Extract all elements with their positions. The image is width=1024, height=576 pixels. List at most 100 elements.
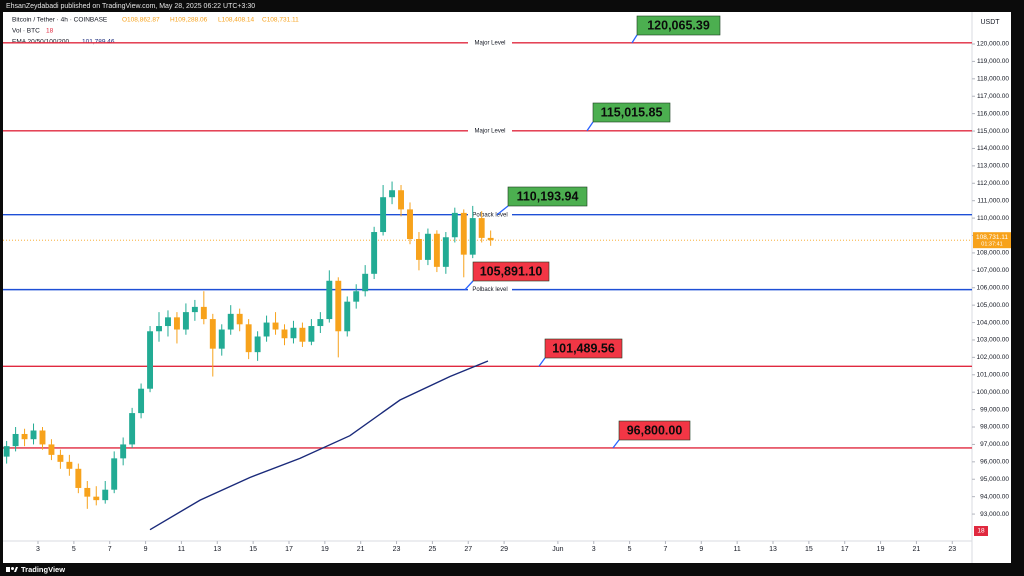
x-tick-label: 13 xyxy=(213,546,221,553)
y-tick-label: 99,000.00 xyxy=(980,406,1009,413)
candle-body xyxy=(451,212,458,238)
brand: TradingView xyxy=(21,565,65,574)
y-tick-label: 120,000.00 xyxy=(976,41,1009,48)
callout-arrow xyxy=(538,357,546,367)
candle-body xyxy=(424,233,431,260)
x-tick-label: 27 xyxy=(464,546,472,553)
candle-body xyxy=(227,313,234,330)
candle-body xyxy=(191,306,198,313)
candle-body xyxy=(290,327,297,339)
y-tick-label: 116,000.00 xyxy=(977,110,1009,117)
candle-body xyxy=(371,232,378,274)
x-tick-label: 21 xyxy=(357,546,365,553)
level-note: Polback level xyxy=(472,212,507,218)
candle-body xyxy=(30,430,37,440)
x-tick-label: 17 xyxy=(841,546,849,553)
y-tick-label: 97,000.00 xyxy=(980,441,1009,448)
y-tick-label: 106,000.00 xyxy=(976,284,1009,291)
x-tick-label: 5 xyxy=(72,546,76,553)
volume-axis-value: 18 xyxy=(977,528,985,535)
x-tick-label: 21 xyxy=(913,546,921,553)
callout-arrow xyxy=(464,280,474,291)
candle-body xyxy=(478,218,485,238)
y-tick-label: 118,000.00 xyxy=(977,76,1009,83)
ohlc-value: O108,862.87 xyxy=(122,17,160,24)
level-note: Polback level xyxy=(472,287,507,293)
candle-body xyxy=(84,487,91,497)
callout-box xyxy=(592,102,671,123)
candle-body xyxy=(102,489,109,501)
candle-body xyxy=(317,319,324,327)
candle-body xyxy=(111,458,118,490)
ema-line xyxy=(149,360,489,531)
y-tick-label: 114,000.00 xyxy=(977,145,1009,152)
candle-body xyxy=(218,329,225,349)
y-tick-label: 119,000.00 xyxy=(977,58,1009,65)
candle-body xyxy=(93,496,100,501)
callout-label: 110,193.94 xyxy=(517,189,579,203)
candle-body xyxy=(272,322,279,330)
y-tick-label: 111,000.00 xyxy=(977,197,1009,204)
candle-body xyxy=(48,444,55,455)
x-tick-label: 3 xyxy=(592,546,596,553)
last-price-badge xyxy=(973,232,1011,249)
y-tick-label: 100,000.00 xyxy=(976,389,1009,396)
y-tick-label: 93,000.00 xyxy=(980,511,1009,518)
callout-box xyxy=(636,15,721,36)
candle-body xyxy=(12,433,19,447)
candle-body xyxy=(460,212,467,255)
level-note: Major Level xyxy=(474,40,505,46)
callout-label: 105,891.10 xyxy=(480,264,543,278)
x-tick-label: 13 xyxy=(769,546,777,553)
volume-label: Vol · BTC xyxy=(12,28,40,35)
callout-label: 96,800.00 xyxy=(627,423,683,437)
x-tick-label: 9 xyxy=(144,546,148,553)
candle-body xyxy=(326,280,333,320)
level-note-bg xyxy=(468,126,512,135)
callout-arrow xyxy=(496,205,509,216)
candle-body xyxy=(469,218,476,255)
callout-label: 101,489.56 xyxy=(552,341,615,355)
x-tick-label: 11 xyxy=(178,546,185,553)
candle-body xyxy=(389,190,396,198)
x-tick-label: 7 xyxy=(108,546,112,553)
currency: USDT xyxy=(980,19,1000,26)
x-tick-label: 29 xyxy=(500,546,508,553)
candle-body xyxy=(147,331,154,389)
callout-arrow xyxy=(586,121,594,132)
x-tick-label: 5 xyxy=(628,546,632,553)
x-tick-label: 11 xyxy=(734,546,741,553)
candle-body xyxy=(487,237,494,241)
x-tick-label: 9 xyxy=(699,546,703,553)
ohlc-value: H109,288.06 xyxy=(170,17,208,24)
callout-label: 115,015.85 xyxy=(601,105,663,119)
y-tick-label: 105,000.00 xyxy=(976,302,1009,309)
x-tick-label: 15 xyxy=(805,546,813,553)
volume-value: 18 xyxy=(46,28,54,35)
y-tick-label: 115,000.00 xyxy=(977,128,1009,135)
callout-arrow xyxy=(612,439,620,449)
symbol: Bitcoin / Tether · 4h · COINBASE xyxy=(12,17,108,24)
candle-body xyxy=(263,322,270,337)
volume-axis-badge xyxy=(974,526,988,536)
level-note-bg xyxy=(468,285,512,294)
last-price-label: 108,731.11 xyxy=(976,234,1008,241)
candle-body xyxy=(3,446,10,457)
candle-body xyxy=(165,317,171,327)
y-tick-label: 108,000.00 xyxy=(976,250,1009,257)
x-tick-label: 23 xyxy=(948,546,956,553)
candle-body xyxy=(407,209,413,239)
level-note-bg xyxy=(468,38,512,47)
candle-body xyxy=(254,336,261,353)
y-tick-label: 98,000.00 xyxy=(980,424,1009,431)
candle-body xyxy=(344,301,351,332)
candle-body xyxy=(442,237,449,267)
candle-body xyxy=(236,313,243,325)
x-tick-label: 25 xyxy=(428,546,436,553)
candle-body xyxy=(21,433,28,440)
candle-body xyxy=(182,312,189,330)
candle-body xyxy=(66,461,73,469)
y-tick-label: 117,000.00 xyxy=(977,93,1009,100)
